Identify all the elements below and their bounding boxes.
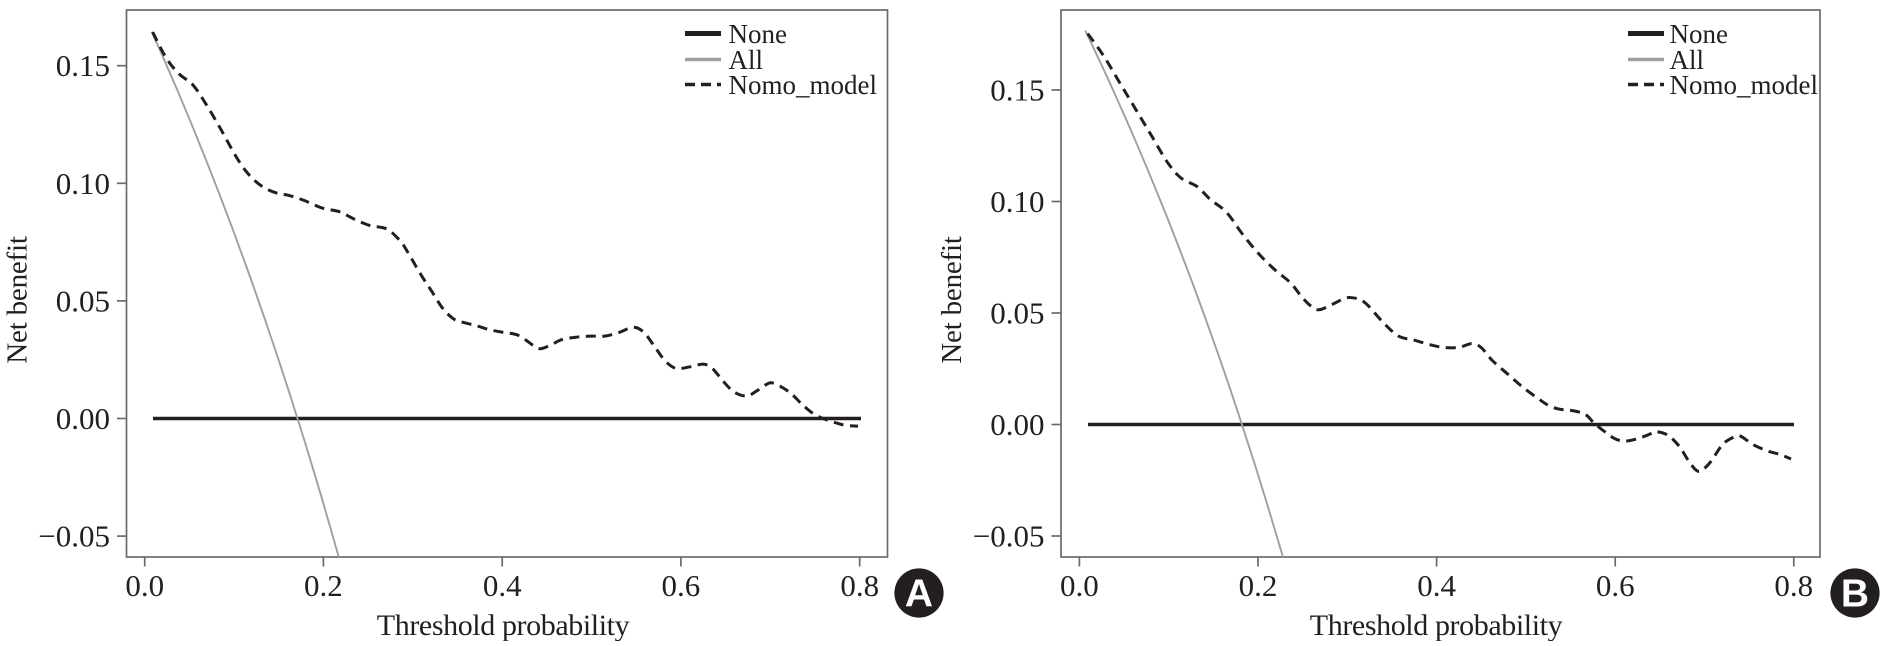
svg-text:0.4: 0.4 bbox=[1417, 568, 1456, 603]
svg-text:B: B bbox=[1841, 573, 1869, 616]
svg-text:0.6: 0.6 bbox=[662, 568, 701, 603]
svg-text:−0.05: −0.05 bbox=[38, 519, 110, 554]
svg-text:0.4: 0.4 bbox=[483, 568, 522, 603]
svg-text:0.8: 0.8 bbox=[1774, 568, 1813, 603]
svg-text:0.15: 0.15 bbox=[990, 73, 1044, 108]
svg-text:0.05: 0.05 bbox=[56, 283, 110, 318]
svg-text:Nomo_model: Nomo_model bbox=[1670, 70, 1819, 100]
svg-text:−0.05: −0.05 bbox=[973, 519, 1045, 554]
svg-text:0.00: 0.00 bbox=[990, 407, 1044, 442]
svg-text:Net benefit: Net benefit bbox=[936, 236, 968, 364]
svg-text:None: None bbox=[729, 19, 787, 49]
svg-text:0.0: 0.0 bbox=[1060, 568, 1099, 603]
svg-text:All: All bbox=[729, 45, 764, 75]
svg-text:0.10: 0.10 bbox=[990, 184, 1044, 219]
svg-text:0.00: 0.00 bbox=[56, 401, 110, 436]
svg-text:0.2: 0.2 bbox=[304, 568, 343, 603]
svg-text:A: A bbox=[905, 573, 933, 616]
svg-text:Net benefit: Net benefit bbox=[2, 236, 34, 364]
svg-text:0.6: 0.6 bbox=[1596, 568, 1635, 603]
svg-text:All: All bbox=[1670, 45, 1705, 75]
svg-text:0.10: 0.10 bbox=[56, 166, 110, 201]
svg-text:0.15: 0.15 bbox=[56, 48, 110, 83]
svg-text:0.8: 0.8 bbox=[840, 568, 879, 603]
svg-text:Threshold probability: Threshold probability bbox=[377, 609, 630, 641]
svg-text:0.2: 0.2 bbox=[1239, 568, 1278, 603]
svg-text:0.05: 0.05 bbox=[990, 296, 1044, 331]
svg-text:None: None bbox=[1670, 19, 1728, 49]
svg-text:Threshold probability: Threshold probability bbox=[1310, 609, 1563, 641]
svg-text:Nomo_model: Nomo_model bbox=[729, 70, 878, 100]
svg-text:0.0: 0.0 bbox=[125, 568, 164, 603]
